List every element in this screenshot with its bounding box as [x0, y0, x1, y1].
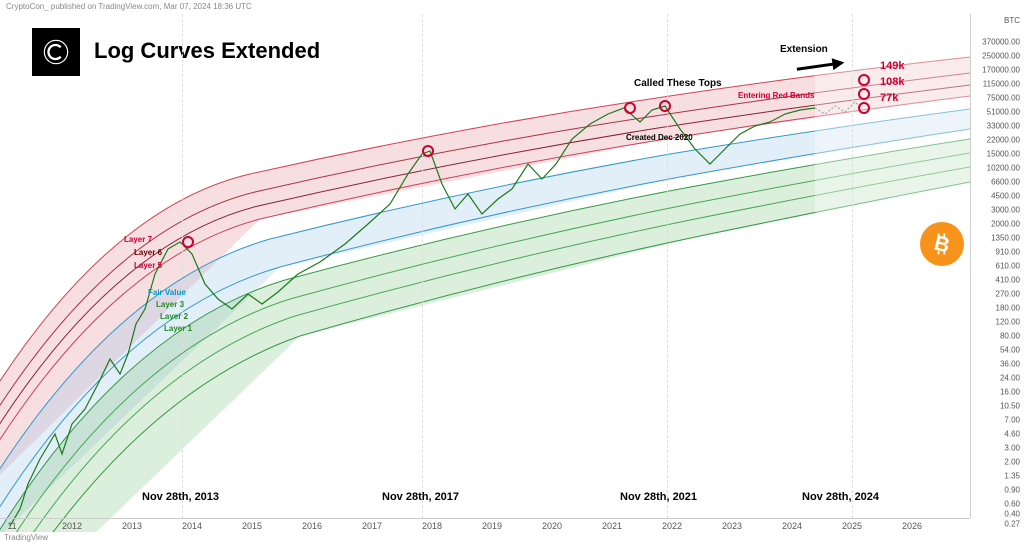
x-tick: 2024 [782, 521, 802, 531]
y-tick: 51000.00 [987, 108, 1020, 117]
y-tick: 33000.00 [987, 122, 1020, 131]
publisher-bar: CryptoCon_ published on TradingView.com,… [0, 0, 1024, 14]
y-tick: 54.00 [1000, 346, 1020, 355]
x-tick: 2015 [242, 521, 262, 531]
x-tick: 11 [7, 521, 16, 531]
halving-date-label: Nov 28th, 2024 [802, 491, 879, 503]
y-tick: 0.40 [1004, 510, 1020, 519]
chart-annotation: 108k [880, 76, 904, 88]
svg-text:B: B [932, 231, 952, 257]
y-tick: 7.00 [1004, 416, 1020, 425]
y-tick: 0.60 [1004, 500, 1020, 509]
y-tick: 16.00 [1000, 388, 1020, 397]
x-tick: 2023 [722, 521, 742, 531]
x-tick: 2025 [842, 521, 862, 531]
layer-label: Fair Value [148, 288, 186, 297]
curves-svg [0, 14, 970, 532]
y-tick: 24.00 [1000, 374, 1020, 383]
grid-line [667, 14, 668, 518]
y-tick: 75000.00 [987, 94, 1020, 103]
halving-date-label: Nov 28th, 2017 [382, 491, 459, 503]
x-tick: 2021 [602, 521, 622, 531]
x-tick: 2022 [662, 521, 682, 531]
layer-label: Layer 6 [134, 248, 162, 257]
y-tick: 4.60 [1004, 430, 1020, 439]
chart-annotation: Called These Tops [634, 78, 722, 89]
y-tick: 370000.00 [982, 38, 1020, 47]
y-tick: 22000.00 [987, 136, 1020, 145]
chart-annotation: 149k [880, 60, 904, 72]
circle-marker-icon [422, 145, 434, 157]
grid-line [422, 14, 423, 518]
chart-annotation: Entering Red Bands [738, 91, 814, 100]
y-tick: 910.00 [996, 248, 1020, 257]
y-tick: 36.00 [1000, 360, 1020, 369]
footer-brand: TradingView [4, 533, 48, 542]
x-tick: 2016 [302, 521, 322, 531]
y-tick: 115000.00 [983, 80, 1020, 89]
bitcoin-icon: B [920, 222, 964, 266]
y-tick: 270.00 [996, 290, 1020, 299]
y-tick: 6600.00 [991, 178, 1020, 187]
y-tick: 3.00 [1004, 444, 1020, 453]
circle-marker-icon [858, 102, 870, 114]
x-tick: 2019 [482, 521, 502, 531]
circle-marker-icon [858, 88, 870, 100]
chart-container: CryptoCon_ published on TradingView.com,… [0, 0, 1024, 542]
circle-marker-icon [624, 102, 636, 114]
x-tick: 2013 [122, 521, 142, 531]
chart-annotation: Created Dec 2020 [626, 133, 693, 142]
x-tick: 2017 [362, 521, 382, 531]
grid-line [182, 14, 183, 518]
y-tick: 1.35 [1004, 472, 1020, 481]
y-axis-symbol: BTC [1004, 16, 1020, 25]
x-tick: 2020 [542, 521, 562, 531]
y-tick: 250000.00 [982, 52, 1020, 61]
grid-line [852, 14, 853, 518]
halving-date-label: Nov 28th, 2013 [142, 491, 219, 503]
circle-marker-icon [182, 236, 194, 248]
y-tick: 2000.00 [991, 220, 1020, 229]
halving-date-label: Nov 28th, 2021 [620, 491, 697, 503]
y-axis: BTC 370000.00 250000.00 170000.00 115000.00… [970, 14, 1024, 518]
layer-label: Layer 2 [160, 312, 188, 321]
chart-annotation: 77k [880, 92, 898, 104]
y-tick: 80.00 [1000, 332, 1020, 341]
x-tick: 2014 [182, 521, 202, 531]
y-tick: 10.50 [1000, 402, 1020, 411]
layer-label: Layer 3 [156, 300, 184, 309]
layer-label: Layer 7 [124, 235, 152, 244]
y-tick: 10200.00 [987, 164, 1020, 173]
chart-annotation: Extension [780, 44, 828, 55]
layer-label: Layer 5 [134, 261, 162, 270]
y-tick: 180.00 [996, 304, 1020, 313]
y-tick: 120.00 [996, 318, 1020, 327]
x-tick: 2026 [902, 521, 922, 531]
y-tick: 15000.00 [987, 150, 1020, 159]
circle-marker-icon [858, 74, 870, 86]
x-axis: 11 2012 2013 2014 2015 2016 2017 2018 2019 2020 20… [0, 518, 970, 532]
layer-label: Layer 1 [164, 324, 192, 333]
y-tick: 3000.00 [991, 206, 1020, 215]
y-tick: 2.00 [1004, 458, 1020, 467]
x-tick: 2012 [62, 521, 82, 531]
y-tick: 170000.00 [982, 66, 1020, 75]
y-tick: 410.00 [996, 276, 1020, 285]
y-tick: 0.27 [1004, 520, 1020, 529]
y-tick: 0.90 [1004, 486, 1020, 495]
x-tick: 2018 [422, 521, 442, 531]
y-tick: 4500.00 [991, 192, 1020, 201]
circle-marker-icon [659, 100, 671, 112]
y-tick: 610.00 [996, 262, 1020, 271]
y-tick: 1350.00 [991, 234, 1020, 243]
